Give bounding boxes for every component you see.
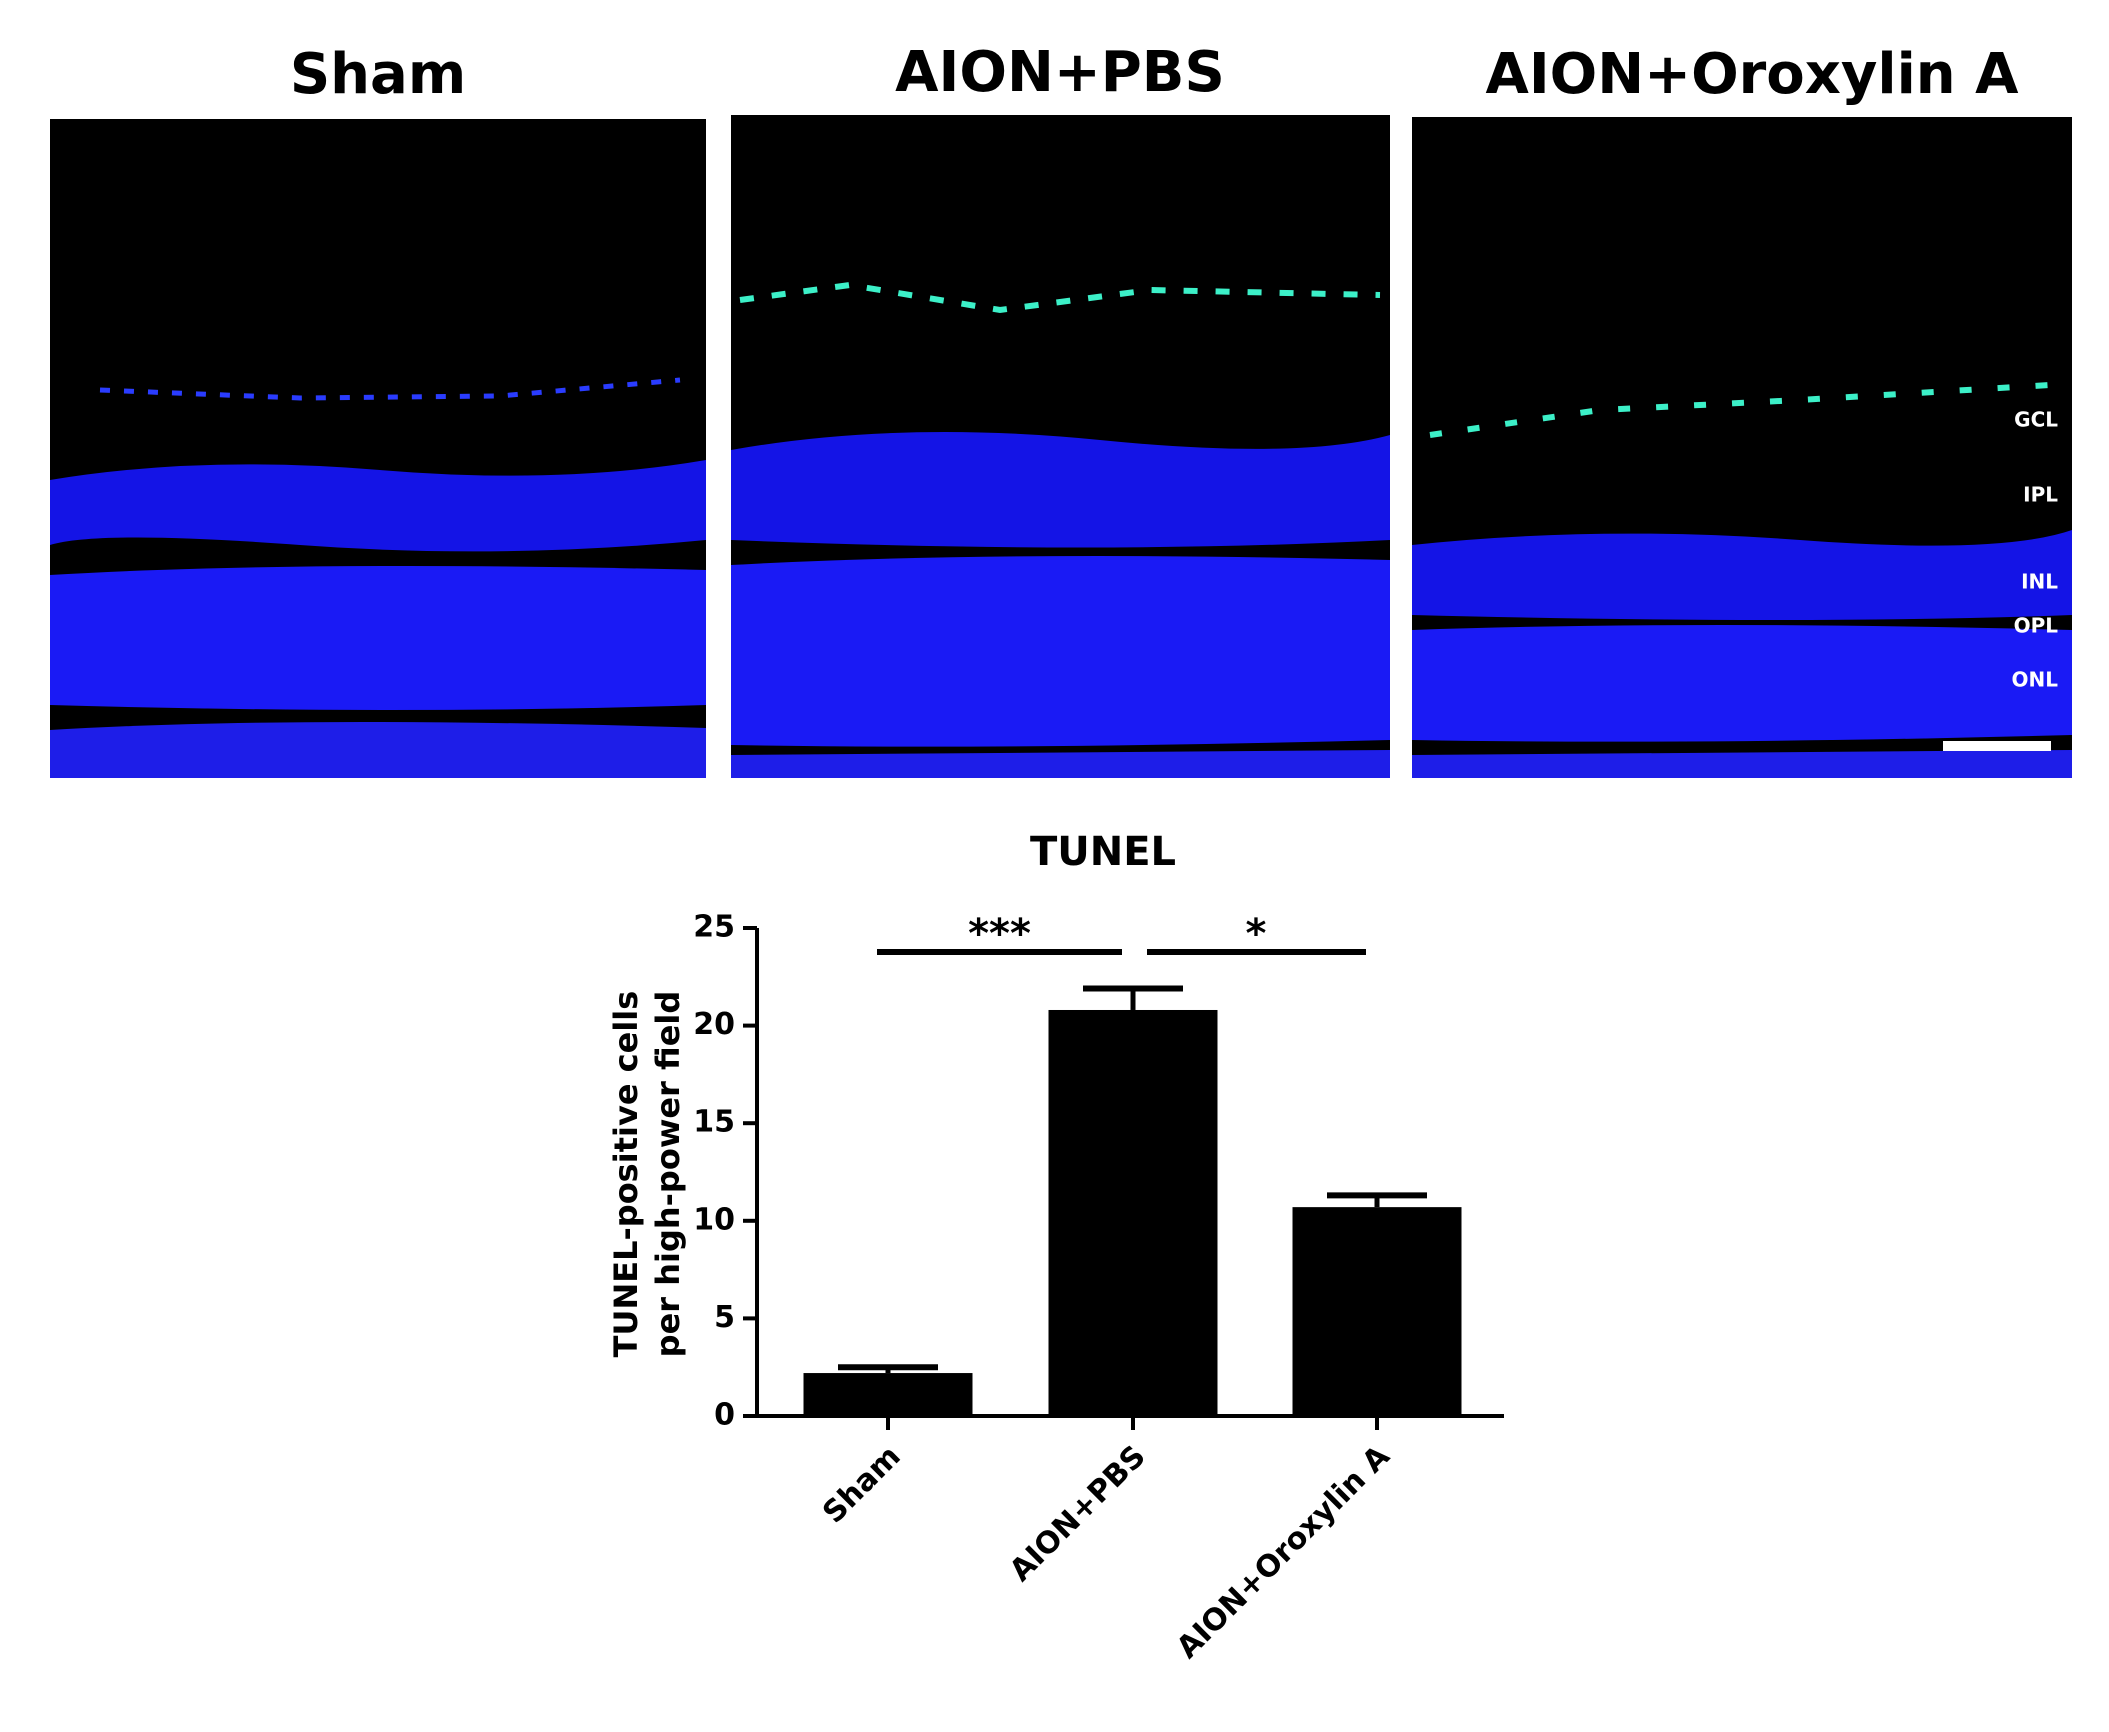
panel-title: AION+PBS (895, 40, 1225, 105)
panel-title: Sham (290, 42, 466, 107)
micrograph (1412, 117, 2072, 778)
micrographs (50, 115, 2072, 778)
layer-label: IPL (2023, 483, 2058, 507)
bar (1048, 1009, 1218, 1416)
chart-title: TUNEL (1030, 829, 1176, 875)
x-tick-label: AION+Oroxylin A (1170, 1438, 1397, 1665)
significance-label: * (1246, 911, 1267, 957)
layer-label: GCL (2014, 408, 2058, 432)
micrograph (731, 115, 1390, 778)
layer-label: OPL (2014, 614, 2059, 638)
y-tick-label: 20 (693, 1007, 735, 1042)
bar (1292, 1207, 1462, 1416)
micrograph (50, 119, 706, 778)
layer-label: ONL (2012, 668, 2059, 692)
y-tick-label: 25 (693, 910, 735, 945)
layer-label: INL (2021, 570, 2058, 594)
y-tick-label: 15 (693, 1105, 735, 1140)
y-tick-label: 5 (714, 1300, 735, 1335)
y-axis-label: TUNEL-positive cells (607, 991, 645, 1358)
y-tick-label: 10 (693, 1202, 735, 1237)
x-tick-label: AION+PBS (1003, 1439, 1153, 1589)
y-axis-label: per high-power field (649, 991, 687, 1358)
panel-title: AION+Oroxylin A (1486, 42, 2020, 107)
x-tick-label: Sham (816, 1439, 908, 1531)
significance-label: *** (968, 911, 1031, 957)
bar (803, 1373, 973, 1416)
y-tick-label: 0 (714, 1398, 735, 1433)
